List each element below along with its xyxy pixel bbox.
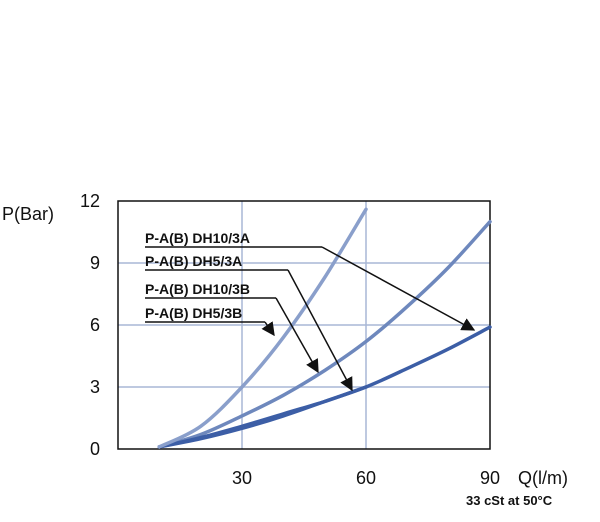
x-tick-label: 60 [356,468,376,488]
x-tick-label: 30 [232,468,252,488]
y-tick-label: 12 [80,191,100,211]
callout-arrow [287,269,353,392]
series-callout-1: P-A(B) DH10/3A [145,230,476,331]
series-label: P-A(B) DH5/3B [145,305,242,321]
series-label: P-A(B) DH10/3B [145,281,250,297]
callout-arrow [261,321,275,337]
y-tick-label: 3 [90,377,100,397]
series-callout-3: P-A(B) DH10/3B [145,281,319,374]
series-line-4 [157,207,368,449]
axis-ticks: 0 3 6 9 12 30 60 90 [80,191,500,488]
plot-frame [117,200,491,450]
x-tick-label: 90 [480,468,500,488]
y-tick-label: 6 [90,315,100,335]
series-callouts: P-A(B) DH10/3A P-A(B) DH5/3A P-A(B) DH10/3… [145,230,476,392]
series-line-3 [157,385,368,449]
series-line-2 [157,219,492,449]
y-tick-label: 0 [90,439,100,459]
series-callout-2: P-A(B) DH5/3A [145,253,353,392]
y-axis-title: P(Bar) [2,204,54,224]
series-label: P-A(B) DH10/3A [145,230,250,246]
series-callout-4: P-A(B) DH5/3B [145,305,275,337]
grid [118,201,490,449]
conditions-note: 33 cSt at 50°C [466,493,553,508]
callout-arrow [275,297,319,374]
x-axis-title: Q(l/m) [518,468,568,488]
series-label: P-A(B) DH5/3A [145,253,242,269]
y-tick-label: 9 [90,253,100,273]
series-lines [157,207,492,449]
callout-arrow [321,246,476,331]
